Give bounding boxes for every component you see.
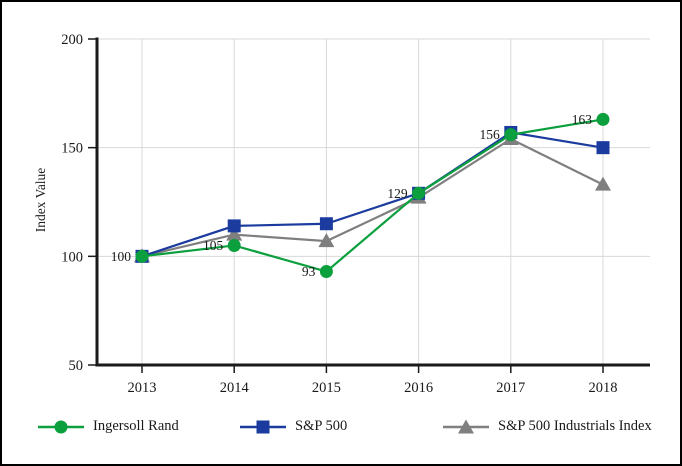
point-label: 156	[480, 127, 501, 142]
legend-triangle-marker-icon	[443, 419, 489, 433]
series-line-s-p-500-industrials-index	[141, 137, 604, 258]
data-point-s-p-500-industrials-index	[595, 176, 611, 191]
data-point-ingersoll-rand	[596, 112, 610, 126]
legend-item-ingersoll-rand: Ingersoll Rand	[38, 418, 179, 435]
legend-label-sp500: S&P 500	[295, 418, 348, 434]
data-point-s-p-500-industrials-index	[318, 233, 335, 248]
chart-plot-area: 50 100 150 200 2013 2014 2015 2016 2017 2018 100 10…	[61, 32, 650, 396]
legend-marker-s-p-500	[256, 420, 270, 433]
data-point-ingersoll-rand	[135, 249, 149, 263]
legend-circle-marker-icon	[38, 420, 84, 433]
legend-marker-ingersoll-rand	[54, 420, 68, 433]
series-line-s-p-500	[141, 131, 604, 258]
x-tick-label: 2018	[589, 380, 618, 396]
legend-item-sp500-industrials: S&P 500 Industrials Index	[443, 418, 652, 435]
legend-marker-s-p-500-industrials-index	[458, 419, 474, 433]
y-tick-label: 100	[61, 249, 83, 265]
legend-label-ingersoll-rand: Ingersoll Rand	[93, 418, 179, 434]
point-label: 93	[302, 264, 316, 279]
x-tick-label: 2017	[496, 380, 525, 396]
series-line-ingersoll-rand	[141, 118, 604, 273]
y-axis-title: Index Value	[33, 167, 48, 233]
data-point-ingersoll-rand	[504, 128, 518, 142]
x-tick-label: 2013	[128, 380, 157, 396]
y-tick-label: 200	[61, 32, 83, 48]
data-point-s-p-500-industrials-index	[226, 226, 243, 241]
legend-label-sp500-industrials: S&P 500 Industrials Index	[498, 418, 652, 434]
data-point-s-p-500	[319, 217, 333, 231]
y-tick-label: 150	[61, 141, 83, 157]
point-label: 163	[572, 112, 593, 127]
x-tick-label: 2016	[404, 380, 433, 396]
data-point-s-p-500	[227, 219, 241, 233]
data-point-ingersoll-rand	[412, 186, 426, 200]
point-label: 100	[111, 249, 132, 264]
data-point-s-p-500	[596, 141, 610, 155]
x-tick-label: 2014	[220, 380, 250, 396]
legend-square-marker-icon	[240, 420, 286, 433]
legend-item-sp500: S&P 500	[240, 418, 347, 435]
data-point-ingersoll-rand	[319, 265, 333, 279]
x-tick-label: 2015	[312, 380, 341, 396]
point-label: 129	[387, 186, 408, 201]
data-point-ingersoll-rand	[227, 238, 241, 252]
y-tick-label: 50	[69, 358, 84, 374]
point-label: 105	[203, 238, 224, 253]
